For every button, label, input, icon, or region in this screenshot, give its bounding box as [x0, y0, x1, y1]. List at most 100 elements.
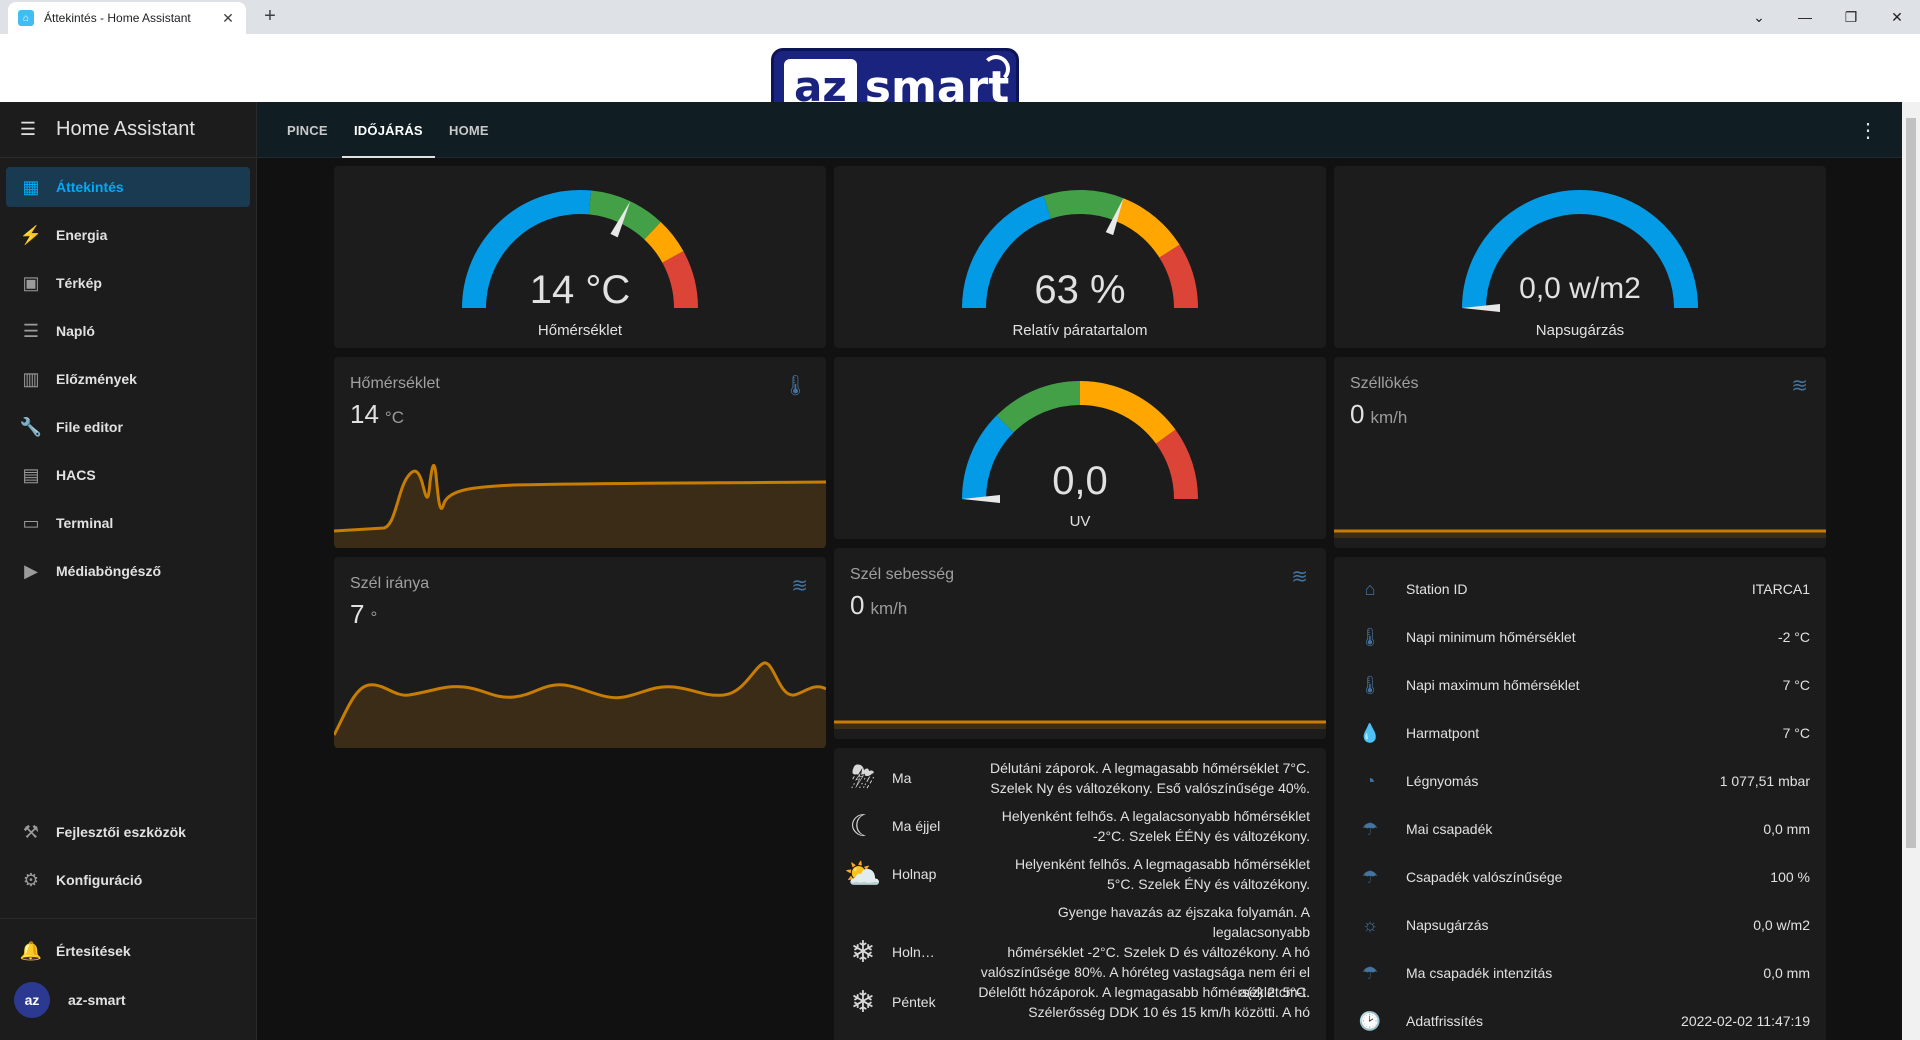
sensor-number: 0 [850, 590, 865, 620]
forecast-card[interactable]: ⛈ Ma Délutáni záporok. A legmagasabb hőmér… [834, 748, 1326, 1040]
sensor-card-wind-speed[interactable]: Szél sebesség 0 km/h ≋ [834, 548, 1326, 739]
sidebar-item-label: Áttekintés [56, 179, 124, 195]
forecast-description: Gyenge havazás az éjszaka folyamán. A le… [972, 902, 1326, 1002]
forecast-row: ⛈ Ma Délutáni záporok. A legmagasabb hőmér… [834, 758, 1326, 798]
attribute-name: Adatfrissítés [1406, 1013, 1484, 1029]
attribute-name: Station ID [1406, 581, 1468, 597]
gauge-label: UV [1069, 513, 1091, 530]
gauge-temperature [462, 190, 698, 309]
sensor-card-gust[interactable]: Széllökés 0 km/h ≋ [1334, 357, 1826, 548]
forecast-line: -2°C. Szelek ÉÉNy és változékony. [1093, 828, 1310, 844]
attribute-name: Csapadék valószínűsége [1406, 869, 1563, 885]
forecast-line: Délelőtt hózáporok. A legmagasabb hőmérs… [978, 984, 1310, 1000]
browser-tab[interactable]: ⌂ Áttekintés - Home Assistant ✕ [8, 2, 246, 34]
attribute-value: 7 °C [1782, 725, 1810, 741]
attribute-name: Harmatpont [1406, 725, 1480, 741]
scrollbar-thumb[interactable] [1906, 118, 1916, 848]
sensor-unit: ° [370, 608, 378, 627]
sidebar-item-t-rk-p[interactable]: ▣ Térkép [6, 263, 250, 303]
wrench-icon: 🔧 [19, 416, 43, 437]
gauge-card-humidity[interactable]: 63 % Relatív páratartalom [834, 166, 1326, 348]
sidebar-item-label: File editor [56, 419, 123, 435]
weather-attributes-card[interactable]: ⌂ Station ID ITARCA1 🌡 Napi minimum hőmérsék… [1334, 557, 1826, 1040]
thermometer-icon: 🌡 [1358, 674, 1382, 695]
sensor-value: 7 ° [350, 599, 377, 630]
forecast-day: Ma éjjel [892, 818, 941, 834]
play-box-icon: ▶ [24, 560, 38, 581]
sensor-card-temperature[interactable]: Hőmérséklet 14 °C 🌡 [334, 357, 826, 548]
dashboard-icon: ▦ [22, 176, 40, 197]
dashboard: 14 °C Hőmérséklet 63 % Relatív páratarta… [257, 158, 1902, 1040]
sidebar-item-file-editor[interactable]: 🔧 File editor [6, 407, 250, 447]
temperature-history-graph [334, 463, 826, 548]
forecast-line: Szélerősség DDK 10 és 15 km/h közötti. A… [1028, 1004, 1310, 1020]
new-tab-button[interactable]: + [264, 5, 276, 27]
sidebar-item-konfigur-ci-[interactable]: ⚙ Konfiguráció [6, 860, 250, 900]
forecast-day: Péntek [892, 994, 936, 1010]
gauge-needle [1105, 198, 1124, 236]
sun-icon: ☼ [1361, 914, 1379, 935]
hammer-icon: ⚒ [22, 821, 40, 842]
gauge-segment [462, 190, 592, 309]
sidebar-item--ttekint-s[interactable]: ▦ Áttekintés [6, 167, 250, 207]
sensor-name: Hőmérséklet [350, 375, 440, 392]
sidebar-item-label: HACS [56, 467, 96, 483]
sensor-card-wind-direction[interactable]: Szél iránya 7 ° ≋ [334, 557, 826, 748]
attribute-name: Napsugárzás [1406, 917, 1489, 933]
restore-button[interactable]: ❐ [1844, 8, 1858, 25]
gauge-value: 14 °C [529, 268, 631, 312]
sidebar-item-hacs[interactable]: ▤ HACS [6, 455, 250, 495]
sidebar-item-napl-[interactable]: ☰ Napló [6, 311, 250, 351]
gauge-card-uv[interactable]: 0,0 UV [834, 357, 1326, 539]
forecast-row: ⛅ Holnap Helyenként felhős. A legmagasabb … [834, 854, 1326, 894]
sidebar-item-label: Napló [56, 323, 95, 339]
sidebar-item-notifications[interactable]: 🔔 Értesítések [6, 931, 250, 971]
gauge-label: Hőmérséklet [537, 322, 623, 339]
browser-tab-strip: ⌂ Áttekintés - Home Assistant ✕ + ⌄ — ❐ … [0, 0, 1920, 34]
gauge-value: 0,0 [1052, 459, 1108, 503]
sidebar-item-m-diab-ng-sz-[interactable]: ▶ Médiaböngésző [6, 551, 250, 591]
attribute-row: ⌂ Station ID ITARCA1 [1334, 565, 1826, 613]
minimize-button[interactable]: — [1798, 9, 1812, 25]
forecast-line: a(z) 2 cm-t. [1239, 984, 1310, 1000]
page-scrollbar[interactable] [1902, 102, 1920, 1040]
gauge-segment [1043, 190, 1124, 221]
sidebar-item-label: Konfiguráció [56, 872, 143, 888]
sidebar-item-terminal[interactable]: ▭ Terminal [6, 503, 250, 543]
gauge-value: 63 % [1034, 268, 1126, 312]
menu-collapse-icon[interactable]: ☰ [19, 119, 37, 139]
tab-search-button[interactable]: ⌄ [1753, 8, 1765, 25]
tab-pince[interactable]: PINCE [287, 122, 328, 138]
gauge-card-temperature[interactable]: 14 °C Hőmérséklet [334, 166, 826, 348]
wind-direction-history-graph [334, 661, 826, 748]
forecast-day: Holn… [892, 944, 935, 960]
attribute-row: ◔ Légnyomás 1 077,51 mbar [1334, 757, 1826, 805]
tab-idojaras[interactable]: IDŐJÁRÁS [342, 102, 435, 158]
forecast-row: ❄ Péntek Délelőtt hózáporok. A legmagasabb… [834, 982, 1326, 1022]
lightning-icon: ⚡ [19, 224, 43, 245]
close-tab-icon[interactable]: ✕ [222, 9, 234, 26]
attribute-name: Napi minimum hőmérséklet [1406, 629, 1576, 645]
gauge-solar-radiation [1462, 190, 1698, 312]
attribute-row: ☂ Ma csapadék intenzitás 0,0 mm [1334, 949, 1826, 997]
weather-windy-icon: ≋ [1291, 566, 1308, 588]
sidebar-item-label: Terminal [56, 515, 114, 531]
gauge-card-solar-radiation[interactable]: 0,0 w/m2 Napsugárzás [1334, 166, 1826, 348]
sidebar-item-user[interactable]: az az-smart [6, 980, 250, 1020]
sidebar-item-el-zm-nyek[interactable]: ▥ Előzmények [6, 359, 250, 399]
sensor-unit: km/h [1370, 408, 1408, 427]
attribute-row: 🌡 Napi maximum hőmérséklet 7 °C [1334, 661, 1826, 709]
view-tab-bar: PINCE IDŐJÁRÁS HOME ⋮ [257, 102, 1902, 158]
weather-snowy-icon: ❄ [850, 935, 876, 969]
attribute-value: 7 °C [1782, 677, 1810, 693]
gauge-segment [962, 195, 1052, 309]
overflow-menu-icon[interactable]: ⋮ [1858, 120, 1878, 142]
sensor-number: 0 [1350, 399, 1365, 429]
tab-home[interactable]: HOME [449, 122, 489, 138]
window-close-button[interactable]: ✕ [1891, 8, 1903, 25]
sidebar-item-fejleszt-i-eszk-z-k[interactable]: ⚒ Fejlesztői eszközök [6, 812, 250, 852]
gauge-segment [962, 415, 1014, 500]
chart-bar-icon: ▥ [22, 368, 40, 389]
thermometer-icon: 🌡 [782, 375, 808, 397]
sidebar-item-energia[interactable]: ⚡ Energia [6, 215, 250, 255]
